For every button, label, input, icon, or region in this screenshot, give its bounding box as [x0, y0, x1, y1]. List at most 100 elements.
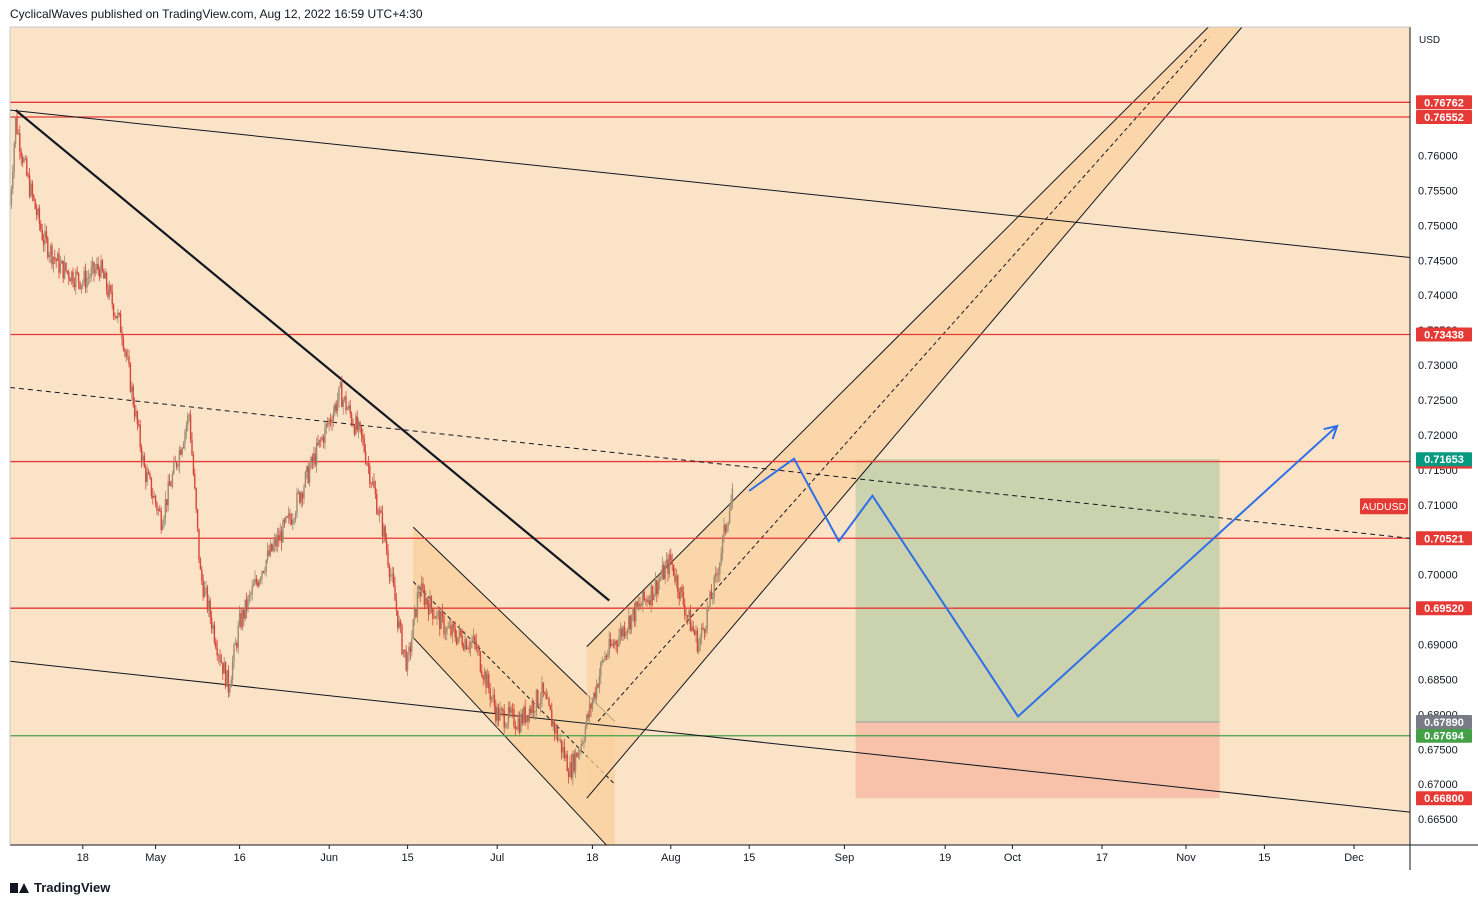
candle-body: [108, 285, 111, 297]
candle-body: [177, 465, 179, 467]
trend-line[interactable]: [14, 109, 610, 602]
candle-body: [226, 670, 228, 687]
candle-body: [731, 488, 734, 503]
candle-body: [324, 426, 326, 443]
candle-body: [49, 245, 52, 256]
candle-body: [63, 262, 66, 279]
candle-body: [153, 495, 155, 498]
candle-body: [691, 626, 693, 632]
candle-body: [195, 488, 197, 510]
candle-body: [170, 485, 172, 487]
candle-body: [728, 510, 731, 524]
candle-body: [700, 627, 703, 638]
candle-body: [657, 582, 659, 595]
footer-brand-label: TradingView: [34, 880, 111, 895]
candle-body: [19, 133, 21, 152]
candle-body: [24, 158, 27, 160]
candle-body: [535, 689, 538, 712]
candle-body: [224, 662, 227, 687]
stop-zone[interactable]: [855, 722, 1220, 799]
candle-body: [192, 455, 195, 475]
trend-line[interactable]: [9, 386, 1411, 539]
candle-body: [352, 423, 354, 426]
candle-body: [551, 710, 553, 727]
candle-body: [93, 262, 95, 274]
time-axis[interactable]: [0, 845, 1478, 907]
candle-body: [626, 628, 629, 633]
candle-body: [504, 727, 507, 729]
candle-body: [112, 304, 115, 316]
candle-body: [66, 270, 69, 272]
candle-body: [394, 585, 396, 601]
candle-body: [433, 617, 435, 619]
candle-body: [362, 434, 364, 438]
candle-body: [619, 628, 622, 637]
candle-body: [546, 698, 549, 700]
candle-body: [567, 771, 570, 777]
candle-body: [248, 594, 251, 597]
trend-line[interactable]: [9, 109, 1411, 259]
candle-body: [392, 573, 395, 586]
candle-body: [261, 571, 263, 579]
candle-body: [521, 713, 524, 724]
candle-body: [16, 117, 18, 134]
candle-body: [322, 436, 325, 443]
candle-body: [517, 718, 519, 730]
target-zone[interactable]: [855, 459, 1220, 723]
candle-body: [185, 425, 188, 432]
descending-channel-upper-line[interactable]: [412, 526, 616, 722]
descending-channel-lower-line[interactable]: [412, 637, 616, 855]
candle-body: [602, 660, 605, 662]
candle-body: [175, 462, 178, 467]
candle-body: [483, 671, 486, 680]
candle-body: [213, 625, 216, 643]
candle-body: [360, 426, 363, 435]
candle-body: [660, 576, 662, 580]
forecast-path[interactable]: [748, 425, 1338, 718]
resistance-level-tag: 0.73438: [1424, 330, 1464, 342]
price-tick-label: 0.74000: [1418, 290, 1458, 302]
footer-brand[interactable]: TradingView: [10, 880, 110, 895]
trend-line[interactable]: [9, 660, 1411, 813]
candle-body: [661, 564, 664, 577]
candle-body: [650, 585, 652, 605]
ascending-channel-mid-line[interactable]: [597, 36, 1209, 722]
candle-body: [59, 263, 62, 273]
candle-body: [544, 692, 546, 695]
candle-body: [332, 412, 335, 423]
candle-body: [28, 175, 31, 197]
candle-body: [377, 513, 379, 515]
candle-body: [230, 679, 232, 688]
candle-body: [527, 715, 529, 722]
candle-body: [135, 411, 137, 417]
time-tick-label: Sep: [835, 852, 855, 864]
candle-body: [682, 592, 685, 605]
candle-body: [509, 707, 511, 713]
ascending-channel-lower-line[interactable]: [586, 26, 1243, 799]
candle-body: [450, 625, 452, 636]
ascending-channel-upper-line[interactable]: [586, 26, 1209, 647]
candle-body: [278, 535, 280, 541]
candle-body: [380, 510, 382, 513]
candle-body: [594, 692, 596, 698]
candle-body: [184, 431, 186, 444]
tradingview-logo-icon: [10, 881, 30, 895]
candle-body: [58, 253, 60, 273]
candle-body: [409, 646, 412, 652]
candle-body: [636, 601, 638, 607]
candle-body: [696, 630, 699, 652]
candle-body: [440, 611, 442, 629]
time-tick-label: Dec: [1344, 852, 1364, 864]
candle-body: [679, 587, 682, 599]
price-axis[interactable]: [1410, 0, 1478, 845]
candle-body: [577, 752, 580, 758]
candle-body: [110, 285, 112, 292]
candle-body: [345, 396, 347, 410]
candle-body: [451, 624, 454, 636]
candle-body: [623, 626, 626, 637]
candle-body: [612, 643, 615, 646]
candle-body: [279, 531, 281, 541]
candle-body: [705, 628, 707, 633]
candle-body: [117, 312, 119, 319]
